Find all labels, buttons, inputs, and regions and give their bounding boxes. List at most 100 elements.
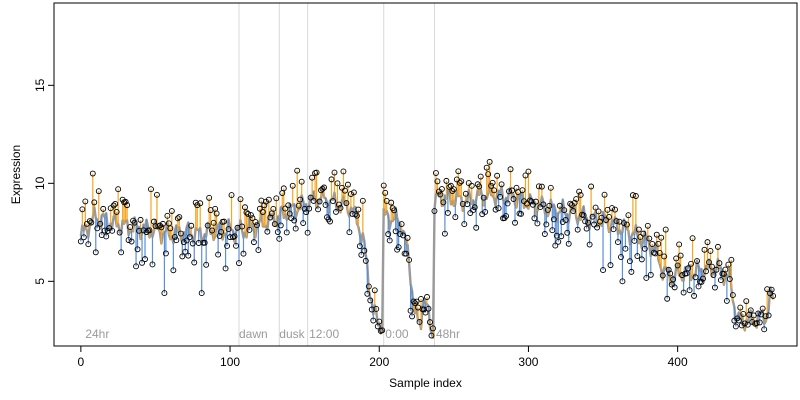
data-point <box>644 222 651 229</box>
data-point <box>559 219 566 225</box>
data-point <box>470 207 477 214</box>
data-point <box>711 284 718 291</box>
x-axis: 0 100 200 300 400 <box>78 346 688 369</box>
data-point <box>362 257 369 264</box>
data-point <box>203 261 210 268</box>
data-point <box>735 317 742 324</box>
data-point <box>364 290 371 297</box>
data-point <box>637 234 644 240</box>
data-point <box>91 199 98 206</box>
data-point <box>685 265 692 272</box>
data-point <box>564 229 571 236</box>
data-point <box>174 215 181 222</box>
data-point <box>562 217 569 223</box>
data-point <box>365 283 372 290</box>
x-tick-label: 300 <box>518 355 538 369</box>
phase-label: 24hr <box>85 327 109 341</box>
data-point <box>337 205 344 211</box>
data-point <box>153 191 160 198</box>
data-point <box>504 200 511 207</box>
data-point <box>452 214 459 221</box>
data-point <box>480 194 487 201</box>
data-point <box>670 276 677 283</box>
data-point <box>603 217 609 224</box>
data-point <box>525 168 532 175</box>
data-point <box>280 185 287 192</box>
data-point <box>591 221 598 228</box>
y-axis: 5 10 15 <box>33 78 54 285</box>
data-point <box>327 218 333 225</box>
data-point <box>455 168 462 175</box>
data-point <box>285 202 292 209</box>
data-point <box>507 166 514 173</box>
data-point <box>306 205 313 212</box>
data-point <box>300 220 307 227</box>
data-point <box>164 212 171 219</box>
data-point <box>215 251 222 258</box>
data-point <box>376 318 383 325</box>
data-point <box>570 208 577 214</box>
data-point <box>331 169 338 176</box>
data-point <box>218 229 225 235</box>
data-point <box>622 245 629 252</box>
data-point <box>371 287 378 294</box>
data-point <box>367 297 374 304</box>
data-point <box>437 191 444 198</box>
data-point <box>282 205 289 212</box>
data-point <box>625 212 632 219</box>
data-point <box>770 292 777 299</box>
data-point <box>659 272 666 279</box>
data-point <box>142 256 148 263</box>
data-point <box>756 319 763 326</box>
phase-dividers <box>238 3 435 346</box>
data-point <box>759 305 766 312</box>
data-point <box>768 286 775 293</box>
data-point <box>677 252 684 259</box>
data-point <box>395 244 402 251</box>
data-point <box>259 209 266 215</box>
data-point <box>498 181 505 188</box>
data-point <box>597 218 604 225</box>
data-point <box>180 239 187 246</box>
data-point <box>728 256 735 263</box>
data-point <box>304 229 311 236</box>
data-point <box>661 253 668 260</box>
data-point <box>333 208 339 215</box>
data-point <box>271 221 278 227</box>
data-point <box>77 238 84 245</box>
data-point <box>368 306 375 313</box>
data-point <box>167 225 174 232</box>
data-point <box>671 284 678 291</box>
data-point <box>162 250 169 257</box>
data-point <box>350 189 357 196</box>
data-point <box>626 258 633 265</box>
data-point <box>358 251 365 258</box>
data-point <box>112 200 119 207</box>
data-point <box>483 164 490 171</box>
data-point <box>686 287 693 294</box>
data-point <box>170 267 177 274</box>
data-point <box>747 307 754 314</box>
data-point <box>552 242 559 249</box>
data-point <box>641 245 648 252</box>
data-point <box>283 229 290 236</box>
data-point <box>407 307 414 314</box>
data-point <box>352 211 359 218</box>
data-point <box>201 239 208 246</box>
data-point <box>538 183 545 190</box>
data-point <box>510 196 517 202</box>
phase-label: 12:00 <box>309 327 339 341</box>
data-point <box>113 208 120 215</box>
phase-label: 0:00 <box>385 327 409 341</box>
data-point <box>221 218 228 225</box>
data-point <box>233 242 239 249</box>
data-point <box>297 196 304 203</box>
data-point <box>765 312 772 319</box>
data-point <box>522 172 529 179</box>
data-point <box>103 233 110 240</box>
x-tick-label: 400 <box>668 355 688 369</box>
data-point <box>532 198 539 205</box>
data-point <box>485 171 492 178</box>
data-point <box>298 178 305 185</box>
